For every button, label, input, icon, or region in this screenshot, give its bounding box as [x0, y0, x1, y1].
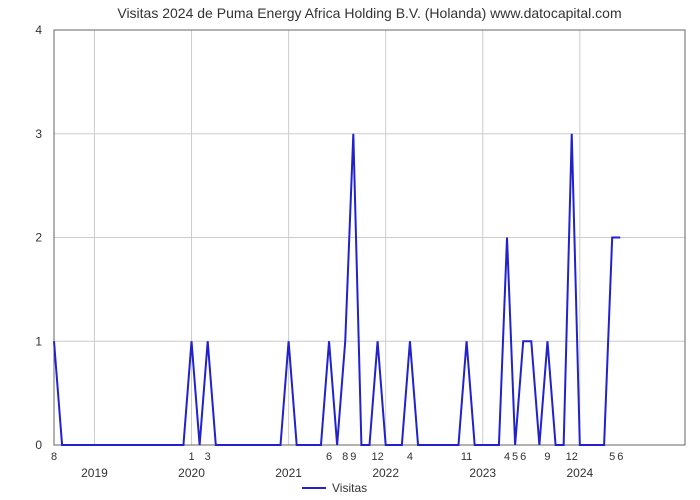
line-chart: 0123420192020202120222023202481368912411…: [0, 0, 700, 500]
x-month-label: 4: [504, 451, 510, 463]
x-month-label: 3: [205, 451, 211, 463]
x-year-label: 2020: [178, 466, 205, 480]
x-month-label: 8: [342, 451, 348, 463]
chart-container: 0123420192020202120222023202481368912411…: [0, 0, 700, 500]
x-month-label: 5: [512, 451, 518, 463]
x-year-label: 2019: [81, 466, 108, 480]
x-month-label: 9: [544, 451, 550, 463]
y-tick-label: 4: [35, 23, 42, 37]
x-month-label: 5: [609, 451, 615, 463]
x-month-label: 11: [461, 451, 472, 463]
x-month-label: 6: [326, 451, 332, 463]
x-month-label: 8: [51, 451, 57, 463]
chart-background: [0, 0, 700, 500]
y-tick-label: 1: [35, 334, 42, 348]
x-year-label: 2023: [469, 466, 496, 480]
x-year-label: 2022: [372, 466, 399, 480]
x-month-label: 12: [371, 451, 383, 463]
chart-title: Visitas 2024 de Puma Energy Africa Holdi…: [117, 5, 621, 21]
x-month-label: 6: [520, 451, 526, 463]
x-month-label: 4: [407, 451, 413, 463]
x-month-label: 12: [566, 451, 578, 463]
x-month-label: 1: [188, 451, 194, 463]
y-tick-label: 2: [35, 231, 42, 245]
legend-label: Visitas: [332, 481, 367, 495]
x-year-label: 2021: [275, 466, 302, 480]
x-month-label: 9: [350, 451, 356, 463]
x-month-label: 6: [617, 451, 623, 463]
y-tick-label: 0: [35, 438, 42, 452]
x-year-label: 2024: [566, 466, 593, 480]
y-tick-label: 3: [35, 127, 42, 141]
